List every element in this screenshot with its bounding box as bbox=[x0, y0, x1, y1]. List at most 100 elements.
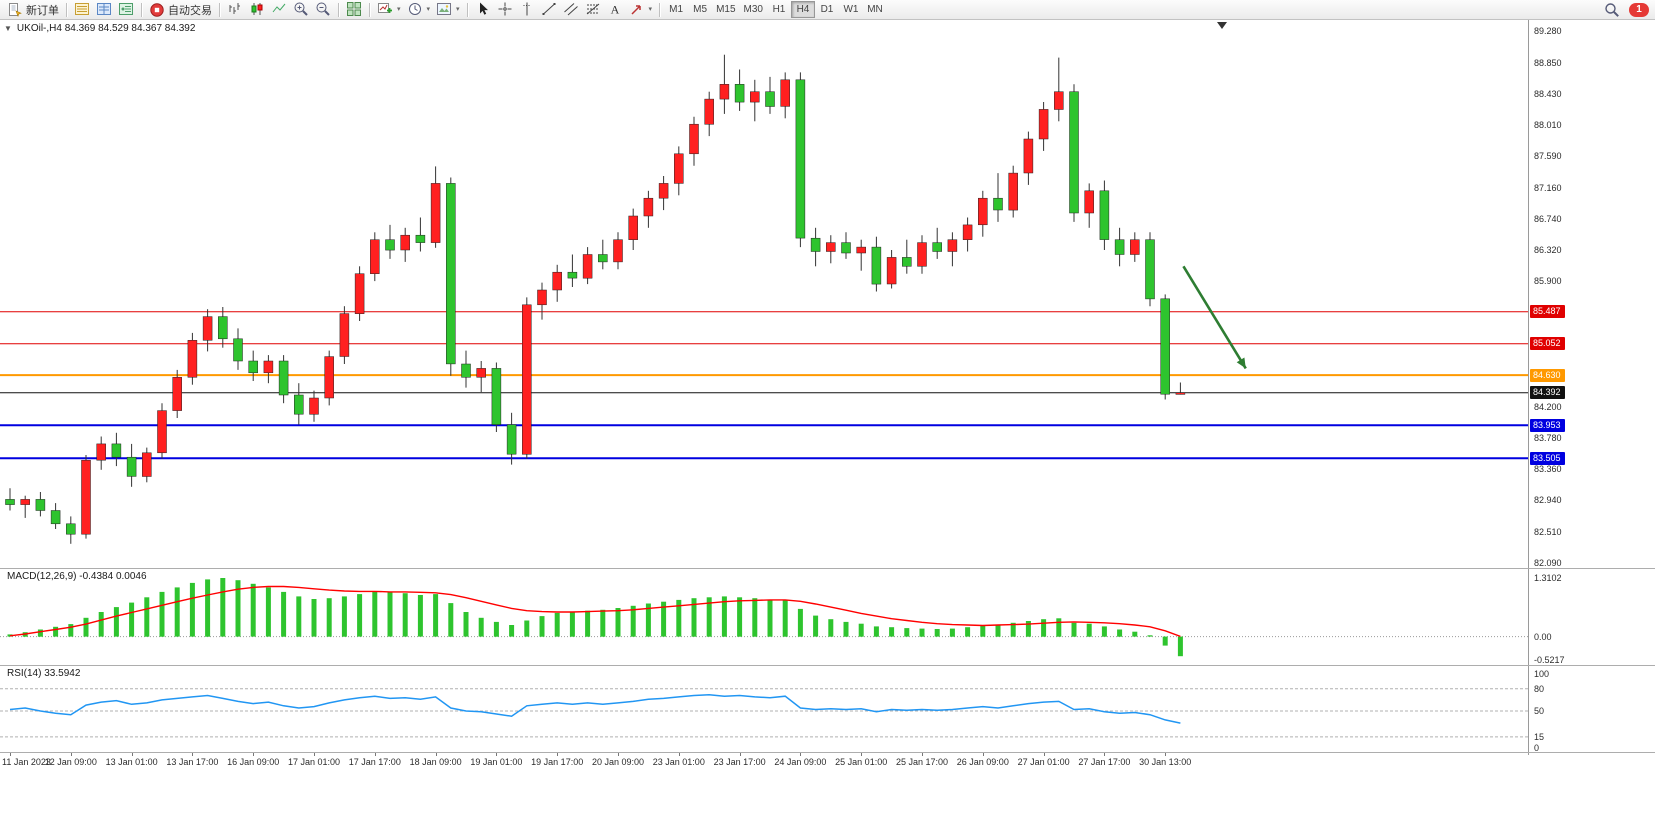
channel-button[interactable] bbox=[560, 0, 582, 18]
arrows-button[interactable]: ▾ bbox=[626, 0, 656, 18]
price-badge: 85.487 bbox=[1530, 305, 1565, 319]
dropdown-caret-icon[interactable]: ▾ bbox=[456, 5, 460, 13]
time-axis-label: 26 Jan 09:00 bbox=[956, 757, 1009, 767]
candle bbox=[1023, 131, 1034, 185]
trendline-button[interactable] bbox=[538, 0, 560, 18]
draw-tool-group: A ▾ bbox=[472, 0, 656, 20]
candle bbox=[795, 72, 806, 248]
timeframe-m1[interactable]: M1 bbox=[664, 1, 688, 18]
time-axis-label: 23 Jan 01:00 bbox=[652, 757, 705, 767]
window-toggle-group bbox=[71, 0, 137, 20]
toolbar-separator bbox=[659, 2, 661, 17]
time-axis-label: 12 Jan 09:00 bbox=[44, 757, 97, 767]
candle bbox=[734, 69, 745, 111]
candle bbox=[947, 232, 958, 267]
timeframe-m15[interactable]: M15 bbox=[712, 1, 739, 18]
time-axis-tick bbox=[1165, 753, 1167, 756]
timeframe-m30[interactable]: M30 bbox=[740, 1, 767, 18]
cursor-icon bbox=[475, 1, 491, 17]
time-axis-tick bbox=[10, 753, 11, 756]
time-axis-label: 27 Jan 01:00 bbox=[1017, 757, 1070, 767]
templates-button[interactable]: ▾ bbox=[433, 0, 463, 18]
timeframe-mn[interactable]: MN bbox=[863, 1, 887, 18]
tile-windows-icon bbox=[346, 1, 362, 17]
candle bbox=[248, 350, 258, 381]
new-order-button[interactable]: 新订单 bbox=[4, 1, 62, 19]
candle bbox=[20, 495, 30, 518]
period-button[interactable]: ▾ bbox=[404, 0, 434, 18]
autotrading-button[interactable]: 自动交易 bbox=[146, 1, 215, 19]
autotrading-icon bbox=[149, 2, 165, 18]
price-scale[interactable]: 89.280 88.850 88.430 88.010 87.590 87.160 86.7… bbox=[1528, 20, 1655, 755]
time-axis-tick bbox=[557, 753, 559, 756]
candle bbox=[111, 432, 122, 467]
toolbar-separator bbox=[141, 2, 142, 17]
time-axis-tick bbox=[1104, 753, 1106, 756]
data-window-button[interactable] bbox=[93, 0, 115, 18]
candle bbox=[1099, 180, 1110, 250]
crosshair-button[interactable] bbox=[494, 0, 516, 18]
line-chart-button[interactable] bbox=[268, 0, 290, 18]
new-order-label: 新订单 bbox=[26, 4, 59, 17]
dropdown-caret-icon[interactable]: ▾ bbox=[397, 5, 401, 13]
candlestick-chart-button[interactable] bbox=[246, 0, 268, 18]
candle bbox=[537, 282, 547, 320]
crosshair-icon bbox=[497, 1, 513, 17]
price-axis-label: 100 bbox=[1534, 669, 1550, 679]
search-button[interactable] bbox=[1601, 1, 1623, 19]
candle bbox=[552, 264, 562, 302]
autotrading-label: 自动交易 bbox=[168, 4, 212, 17]
candle bbox=[430, 166, 441, 248]
candle bbox=[233, 328, 243, 370]
candle bbox=[5, 488, 15, 511]
fibonacci-button[interactable] bbox=[582, 0, 604, 18]
vertical-line-button[interactable] bbox=[516, 0, 538, 18]
collapse-panel-icon[interactable]: ▼ bbox=[4, 24, 12, 33]
rsi-panel[interactable] bbox=[0, 666, 1528, 752]
price-axis-label: 83.360 bbox=[1534, 464, 1562, 475]
horizontal-lines bbox=[0, 311, 1528, 460]
candle bbox=[157, 403, 167, 459]
timeframe-h1[interactable]: H1 bbox=[767, 1, 791, 18]
zoom-in-button[interactable] bbox=[290, 0, 312, 18]
timeframe-w1[interactable]: W1 bbox=[839, 1, 863, 18]
time-axis-label: 11 Jan 2023 bbox=[2, 757, 51, 767]
macd-panel[interactable] bbox=[0, 569, 1528, 665]
candle bbox=[826, 235, 836, 264]
text-button[interactable]: A bbox=[604, 0, 626, 18]
dropdown-caret-icon[interactable]: ▾ bbox=[426, 5, 431, 13]
candle bbox=[522, 297, 532, 459]
candle bbox=[370, 232, 380, 282]
dropdown-caret-icon[interactable]: ▾ bbox=[648, 5, 653, 13]
toolbar-separator bbox=[66, 2, 67, 17]
chart-shift-marker-icon[interactable] bbox=[1217, 22, 1227, 29]
new-chart-icon bbox=[377, 1, 393, 17]
zoom-out-button[interactable] bbox=[312, 0, 334, 18]
bar-chart-button[interactable] bbox=[224, 0, 246, 18]
new-chart-button[interactable]: ▾ bbox=[374, 0, 404, 18]
candlestick-chart[interactable] bbox=[0, 20, 1528, 568]
navigator-button[interactable] bbox=[115, 0, 137, 18]
time-axis-label: 19 Jan 01:00 bbox=[470, 757, 523, 767]
new-order-icon bbox=[7, 2, 23, 18]
panel-separator[interactable] bbox=[0, 568, 1655, 569]
market-watch-button[interactable] bbox=[71, 0, 93, 18]
notification-badge[interactable]: 1 bbox=[1629, 2, 1649, 17]
annotation-arrow[interactable] bbox=[1182, 265, 1247, 370]
price-axis-label: 82.090 bbox=[1534, 558, 1562, 568]
candle bbox=[324, 350, 334, 406]
cursor-button[interactable] bbox=[472, 0, 494, 18]
candle bbox=[354, 266, 365, 321]
candle bbox=[993, 173, 1003, 222]
timeframe-group: M1 M5 M15 M30 H1 H4 D1 W1 MN bbox=[664, 1, 887, 18]
time-axis-tick bbox=[1043, 753, 1045, 756]
zoom-group bbox=[290, 0, 334, 20]
panel-separator[interactable] bbox=[0, 665, 1655, 666]
candle bbox=[294, 383, 304, 425]
candle bbox=[415, 217, 426, 252]
rsi-label: RSI(14) 33.5942 bbox=[5, 668, 83, 679]
tile-windows-button[interactable] bbox=[343, 0, 365, 18]
timeframe-m5[interactable]: M5 bbox=[688, 1, 712, 18]
timeframe-h4[interactable]: H4 bbox=[790, 1, 815, 18]
timeframe-d1[interactable]: D1 bbox=[815, 1, 839, 18]
